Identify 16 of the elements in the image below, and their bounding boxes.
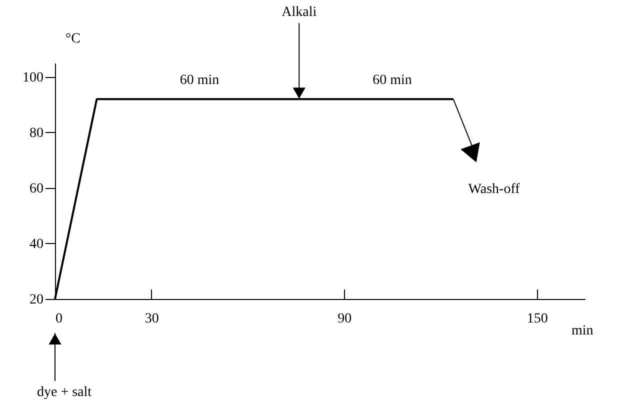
text: dye + salt <box>37 385 92 400</box>
x-axis-title: min <box>572 324 594 338</box>
x-tick-label: 150 <box>526 312 548 326</box>
annotation: 60 min <box>180 73 220 88</box>
y-axis-title: °C <box>66 32 80 46</box>
annotation: 60 min <box>372 73 412 88</box>
y-tick-label: 100 <box>22 70 44 86</box>
annotation: Wash-off <box>468 182 520 198</box>
x-tick-label: 0 <box>56 312 62 326</box>
y-tick-label: 80 <box>30 126 44 141</box>
x-tick-label: 90 <box>338 312 352 326</box>
y-tick-label: 20 <box>30 292 44 308</box>
annotation: Alkali <box>282 5 317 20</box>
y-tick-label: 40 <box>30 236 44 252</box>
x-tick-label: 30 <box>144 312 159 326</box>
y-tick-label: 60 <box>30 181 44 196</box>
